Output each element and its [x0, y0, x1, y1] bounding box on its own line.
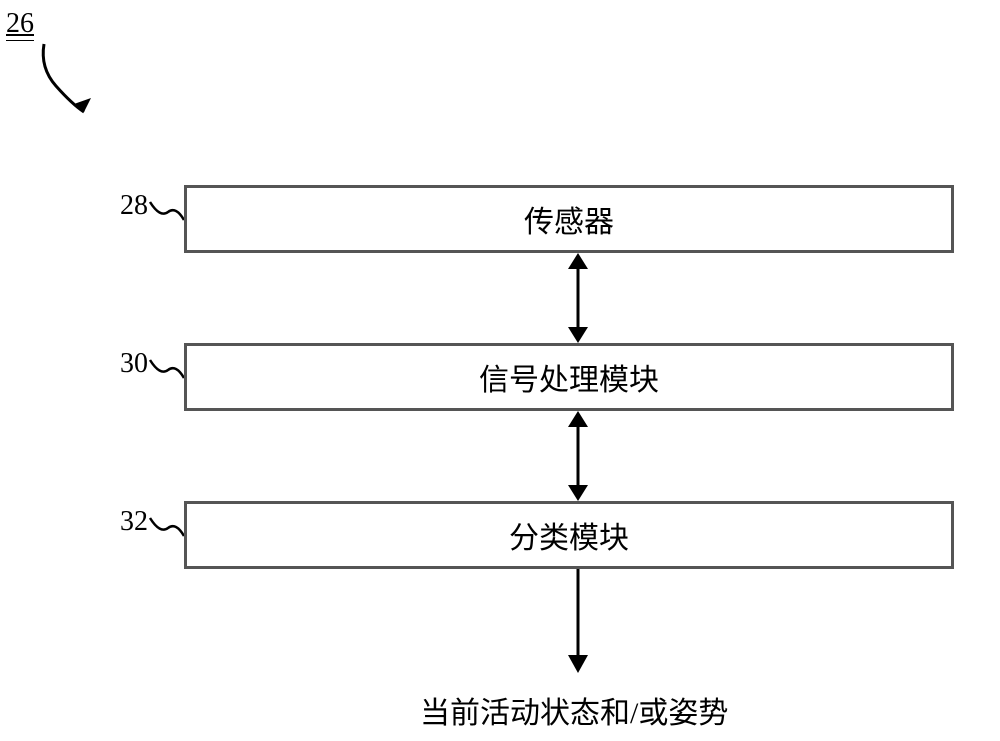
connector-2: [558, 411, 598, 501]
block-classification: 分类模块: [184, 501, 954, 569]
block-signal-processing: 信号处理模块: [184, 343, 954, 411]
block-classification-text: 分类模块: [509, 513, 629, 557]
figure-ref-curved-arrow: [38, 38, 118, 128]
squiggle-32: [148, 516, 188, 546]
figure-reference-number: 26: [6, 8, 34, 41]
block-label-32: 32: [120, 506, 148, 538]
squiggle-28: [148, 200, 188, 230]
connector-3: [558, 569, 598, 673]
diagram-container: 26 28 传感器 30 信号处理模块 32 分类模块: [0, 0, 1000, 741]
connector-1: [558, 253, 598, 343]
output-label: 当前活动状态和/或姿势: [420, 688, 728, 732]
block-label-28: 28: [120, 190, 148, 222]
block-label-30: 30: [120, 348, 148, 380]
block-signal-processing-text: 信号处理模块: [479, 355, 659, 399]
block-sensor: 传感器: [184, 185, 954, 253]
squiggle-30: [148, 358, 188, 388]
block-sensor-text: 传感器: [524, 197, 614, 241]
